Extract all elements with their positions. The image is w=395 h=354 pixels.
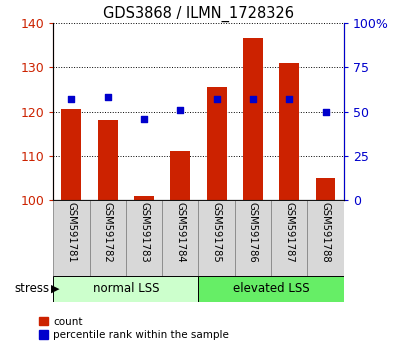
FancyBboxPatch shape <box>271 200 307 276</box>
FancyBboxPatch shape <box>126 200 162 276</box>
FancyBboxPatch shape <box>235 200 271 276</box>
Point <box>250 96 256 102</box>
Bar <box>316 178 335 200</box>
Text: normal LSS: normal LSS <box>93 282 159 295</box>
Point <box>68 96 75 102</box>
Text: GSM591787: GSM591787 <box>284 202 294 263</box>
FancyBboxPatch shape <box>53 276 199 302</box>
Point <box>141 116 147 121</box>
Bar <box>170 152 190 200</box>
Title: GDS3868 / ILMN_1728326: GDS3868 / ILMN_1728326 <box>103 5 294 22</box>
Point <box>322 109 329 114</box>
FancyBboxPatch shape <box>199 276 344 302</box>
Point <box>105 95 111 100</box>
Bar <box>98 120 118 200</box>
FancyBboxPatch shape <box>53 200 90 276</box>
Text: GSM591781: GSM591781 <box>66 202 77 263</box>
Point <box>286 96 292 102</box>
Text: ▶: ▶ <box>51 284 60 294</box>
Text: GSM591783: GSM591783 <box>139 202 149 263</box>
Text: elevated LSS: elevated LSS <box>233 282 309 295</box>
Bar <box>207 87 227 200</box>
Text: GSM591782: GSM591782 <box>103 202 113 263</box>
FancyBboxPatch shape <box>90 200 126 276</box>
Text: stress: stress <box>14 282 49 295</box>
Text: GSM591786: GSM591786 <box>248 202 258 263</box>
FancyBboxPatch shape <box>162 200 199 276</box>
Bar <box>134 195 154 200</box>
Point <box>177 107 184 113</box>
Point <box>213 96 220 102</box>
Text: GSM591788: GSM591788 <box>320 202 331 263</box>
Legend: count, percentile rank within the sample: count, percentile rank within the sample <box>39 317 229 340</box>
FancyBboxPatch shape <box>307 200 344 276</box>
Text: GSM591785: GSM591785 <box>212 202 222 263</box>
Bar <box>243 39 263 200</box>
Text: GSM591784: GSM591784 <box>175 202 185 263</box>
Bar <box>279 63 299 200</box>
Bar <box>62 109 81 200</box>
FancyBboxPatch shape <box>199 200 235 276</box>
